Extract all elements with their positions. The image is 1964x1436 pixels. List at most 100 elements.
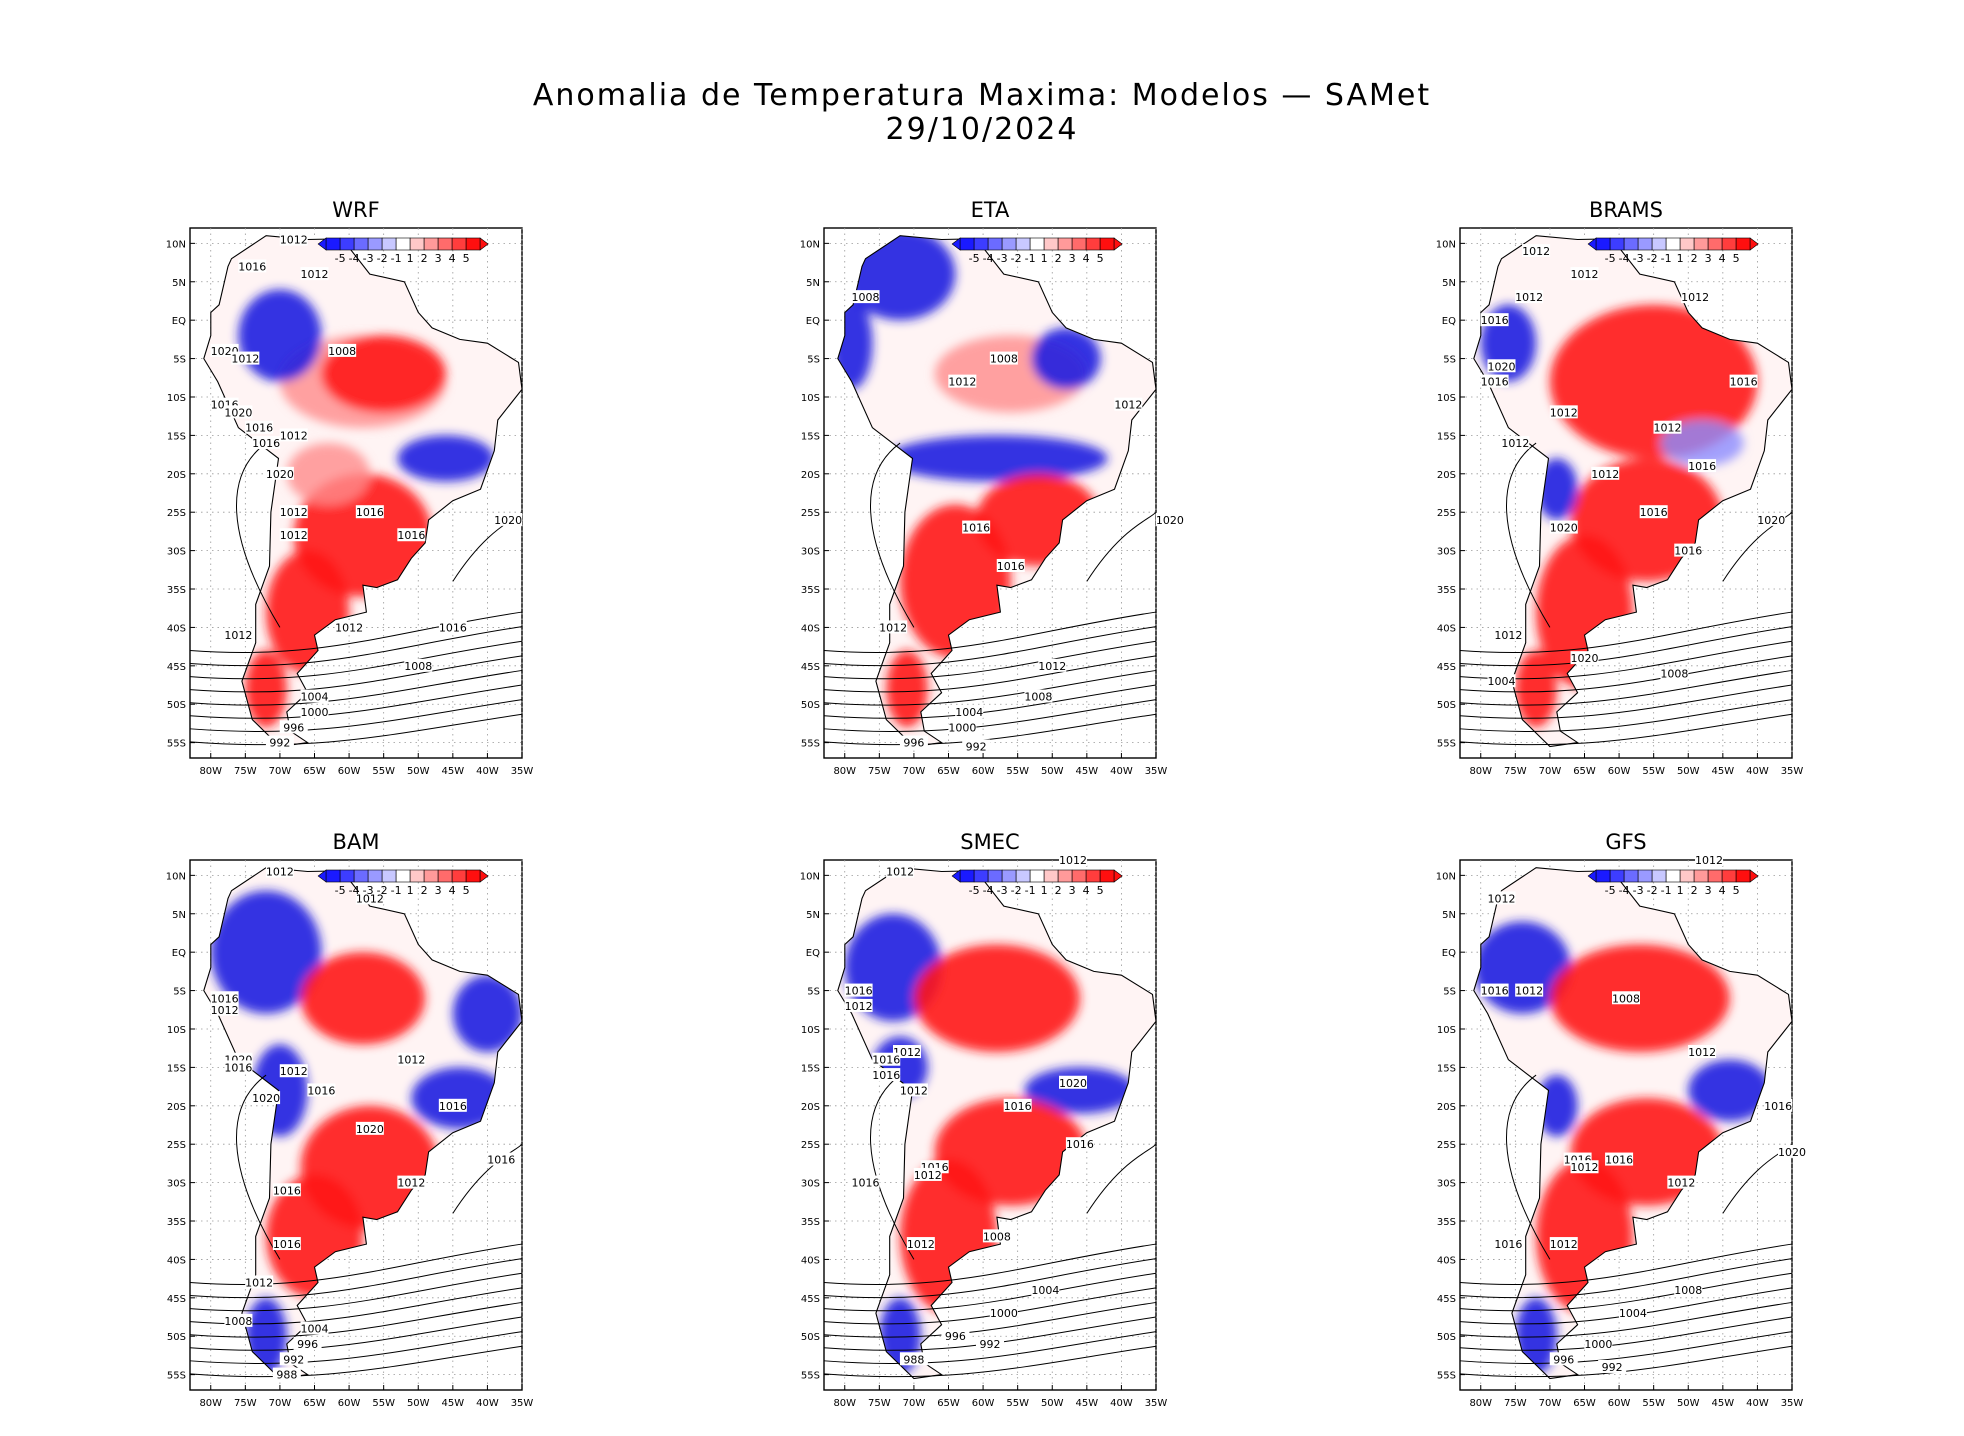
isobar-label: 1012 [899, 1083, 928, 1097]
lat-tick-label: 45S [167, 662, 186, 673]
isobar-label: 1016 [1494, 1237, 1523, 1251]
lat-tick-label: 55S [1437, 1371, 1456, 1382]
isobar-label: 1012 [279, 528, 308, 542]
lon-tick-label: 75W [868, 1398, 891, 1409]
isobar-label: 1020 [1570, 651, 1599, 665]
isobar-label: 1016 [1480, 374, 1509, 389]
svg-text:1016: 1016 [1481, 376, 1509, 389]
isobar-label: 1008 [404, 658, 433, 673]
isobar-label: 1012 [335, 620, 364, 634]
svg-text:1012: 1012 [1488, 892, 1516, 905]
svg-text:1016: 1016 [487, 1154, 515, 1167]
lat-tick-label: 40S [1437, 1255, 1456, 1266]
lat-tick-label: 5N [806, 910, 820, 921]
isobar-label: 1008 [1674, 1283, 1703, 1297]
svg-text:1020: 1020 [1059, 1077, 1087, 1090]
lat-tick-label: EQ [1442, 316, 1456, 327]
lat-tick-label: 10N [1436, 239, 1456, 250]
svg-text:1016: 1016 [273, 1238, 301, 1251]
isobar-label: 1020 [1155, 512, 1184, 527]
lat-tick-label: 25S [1437, 1140, 1456, 1151]
lat-tick-label: 25S [167, 508, 186, 519]
svg-text:1016: 1016 [872, 1054, 900, 1067]
lat-tick-label: 5S [1443, 355, 1456, 366]
svg-text:1012: 1012 [1550, 406, 1578, 419]
svg-text:1: 1 [1041, 252, 1048, 265]
isobar-label: 1016 [210, 991, 239, 1005]
isobar-label: 1016 [1764, 1098, 1793, 1113]
lon-tick-label: 45W [442, 1398, 465, 1409]
isobar-label: 1016 [851, 1175, 880, 1190]
isobar-label: 996 [941, 1329, 970, 1343]
lon-tick-label: 55W [1642, 1398, 1665, 1409]
lat-tick-label: 35S [167, 1217, 186, 1228]
svg-text:1012: 1012 [1038, 660, 1066, 673]
lon-tick-label: 80W [833, 1398, 856, 1409]
svg-text:1012: 1012 [280, 429, 308, 442]
lat-tick-label: 35S [1437, 585, 1456, 596]
lon-tick-label: 40W [476, 766, 499, 777]
lon-tick-label: 35W [511, 766, 534, 777]
isobar-label: 988 [899, 1352, 928, 1366]
lat-tick-label: 50S [167, 1332, 186, 1343]
isobar-label: 1012 [397, 1052, 426, 1067]
svg-text:1020: 1020 [1550, 522, 1578, 535]
svg-text:-4: -4 [349, 884, 360, 897]
warm-anomaly-region [886, 650, 928, 728]
lon-tick-label: 45W [1076, 766, 1099, 777]
svg-text:996: 996 [903, 737, 924, 750]
isobar-label: 1016 [438, 1098, 467, 1113]
lat-tick-label: 10S [167, 393, 186, 404]
lat-tick-label: 5S [807, 987, 820, 998]
svg-text:996: 996 [297, 1338, 318, 1351]
lat-tick-label: 55S [801, 1371, 820, 1382]
svg-text:3: 3 [435, 884, 442, 897]
svg-text:1016: 1016 [1674, 545, 1702, 558]
colorbar: -5 -4 -3 -2 -1 1 2 3 4 5 [951, 869, 1123, 897]
isobar-label: 1012 [1038, 658, 1067, 673]
colorbar: -5 -4 -3 -2 -1 1 2 3 4 5 [1587, 869, 1759, 897]
lat-tick-label: 45S [801, 1294, 820, 1305]
isobar-label: 1020 [1059, 1075, 1087, 1090]
isobar-label: 1008 [1612, 991, 1640, 1005]
isobar-label: 1012 [1570, 267, 1599, 281]
lon-tick-label: 55W [372, 766, 395, 777]
isobar-label: 1016 [872, 1052, 901, 1067]
svg-text:1008: 1008 [1024, 691, 1052, 704]
svg-text:1020: 1020 [1778, 1146, 1806, 1159]
svg-text:1020: 1020 [356, 1123, 384, 1136]
svg-text:4: 4 [1719, 884, 1726, 897]
svg-text:1012: 1012 [1695, 854, 1723, 867]
isobar-label: 1016 [1639, 505, 1668, 519]
lat-tick-label: 30S [167, 1179, 186, 1190]
svg-text:1012: 1012 [1550, 1238, 1578, 1251]
isobar-label: 1012 [913, 1167, 942, 1182]
svg-text:1016: 1016 [1605, 1154, 1633, 1167]
lat-tick-label: 50S [801, 1332, 820, 1343]
svg-text:992: 992 [980, 1338, 1001, 1351]
lat-tick-label: 10S [801, 393, 820, 404]
svg-text:5: 5 [1097, 252, 1104, 265]
lat-tick-label: 15S [1437, 1063, 1456, 1074]
svg-text:1016: 1016 [273, 1184, 301, 1197]
isobar-label: 1016 [438, 620, 467, 634]
svg-text:3: 3 [1705, 252, 1712, 265]
isobar-label: 1020 [1778, 1144, 1806, 1159]
colorbar: -5 -4 -3 -2 -1 1 2 3 4 5 [951, 237, 1123, 265]
lat-tick-label: 10N [1436, 871, 1456, 882]
lon-tick-label: 80W [833, 766, 856, 777]
isobar-label: 1020 [1757, 512, 1786, 527]
svg-text:1012: 1012 [1515, 985, 1543, 998]
isobar-label: 1000 [1584, 1336, 1613, 1351]
svg-text:1016: 1016 [1481, 985, 1509, 998]
isobar-label: 1020 [265, 466, 294, 481]
isobar-label: 1012 [1591, 466, 1620, 481]
colorbar: -5 -4 -3 -2 -1 1 2 3 4 5 [317, 237, 489, 265]
lon-tick-label: 65W [1573, 766, 1596, 777]
isobar-label: 1008 [328, 343, 357, 358]
map-plot: 1012 1012 1016 1012 1008 1012 1016 1020 1016 1012… [1436, 853, 1806, 1409]
cold-anomaly-region [1024, 1067, 1136, 1114]
isobar-label: 1020 [1549, 520, 1578, 535]
lat-tick-label: 25S [801, 508, 820, 519]
svg-text:-2: -2 [1011, 252, 1022, 265]
